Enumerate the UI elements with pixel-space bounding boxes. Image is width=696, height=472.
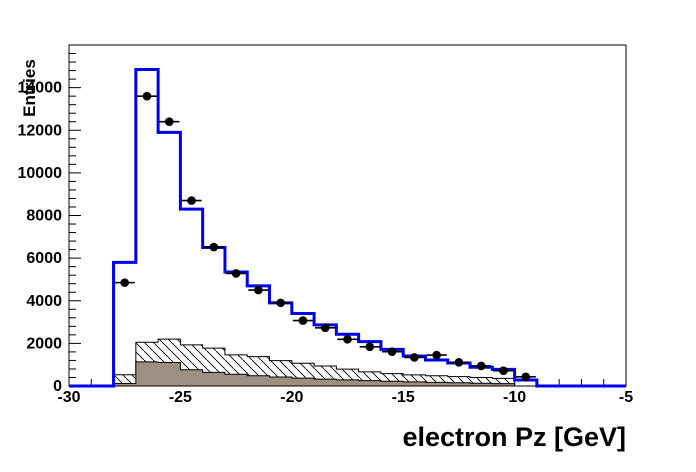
- y-tick-label: 8000: [26, 208, 62, 225]
- data-point-marker: [476, 361, 486, 371]
- gray-histogram: [113, 361, 537, 387]
- y-tick-label: 14000: [18, 80, 63, 97]
- data-point-marker: [343, 335, 352, 344]
- x-tick-label: -5: [619, 389, 633, 406]
- data-point-marker: [231, 269, 241, 278]
- x-tick-label: -25: [169, 389, 192, 406]
- y-tick-label: 4000: [26, 293, 62, 310]
- data-point-marker: [499, 366, 508, 375]
- y-tick-label: 2000: [26, 335, 62, 352]
- y-tick-label: 10000: [18, 165, 63, 182]
- data-point-marker: [142, 91, 152, 101]
- data-point-marker: [432, 350, 441, 360]
- data-point-marker: [209, 242, 219, 252]
- data-point-marker: [320, 323, 330, 333]
- data-point-marker: [164, 117, 174, 127]
- data-point-marker: [454, 358, 464, 367]
- x-tick-label: -30: [57, 389, 80, 406]
- x-tick-label: -10: [503, 389, 526, 406]
- data-point-marker: [187, 196, 196, 205]
- data-point-marker: [365, 342, 375, 352]
- data-point-marker: [120, 278, 129, 287]
- data-point-marker: [387, 347, 397, 356]
- x-tick-label: -20: [280, 389, 303, 406]
- y-axis-title: Entries: [20, 59, 39, 117]
- x-axis-title: electron Pz [GeV]: [402, 422, 626, 452]
- data-point-marker: [410, 353, 419, 362]
- data-point-marker: [254, 285, 263, 295]
- y-tick-label: 0: [53, 378, 62, 395]
- axis-tick-labels: -30 -25 -20 -15 -10 -5 0 2000 4000 6000 8000 10000 1…: [18, 80, 634, 406]
- data-point-marker: [521, 372, 531, 382]
- data-point-marker: [276, 298, 285, 308]
- data-point-marker: [298, 316, 308, 325]
- x-tick-label: -15: [392, 389, 415, 406]
- data-points: [114, 91, 536, 382]
- y-tick-label: 12000: [18, 122, 63, 139]
- y-tick-label: 6000: [26, 250, 62, 267]
